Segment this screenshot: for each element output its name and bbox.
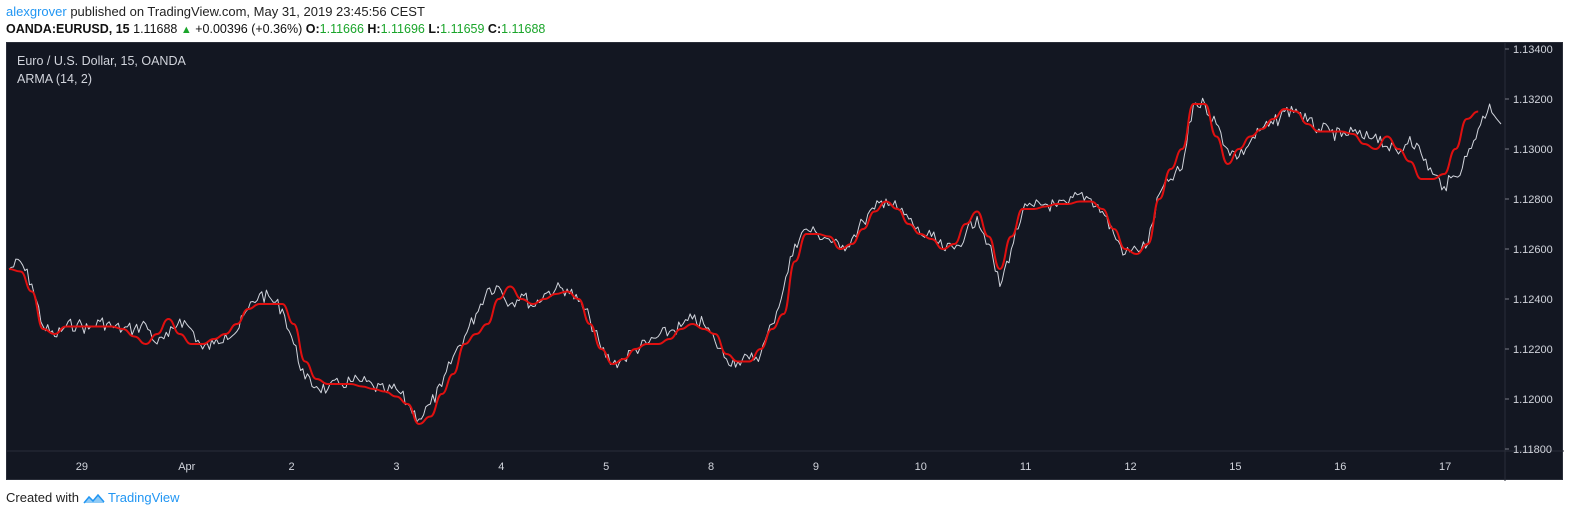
price-tick-label: 1.13000 — [1513, 144, 1553, 156]
time-tick-label: 4 — [498, 461, 504, 473]
time-tick-label: 3 — [393, 461, 399, 473]
time-tick-label: Apr — [178, 461, 195, 473]
price-tick-label: 1.12600 — [1513, 244, 1553, 256]
last-price: 1.11688 — [133, 22, 178, 36]
time-tick-label: 29 — [76, 461, 88, 473]
price-tick-label: 1.11800 — [1513, 444, 1552, 456]
time-tick-label: 12 — [1124, 461, 1136, 473]
instrument-legend: Euro / U.S. Dollar, 15, OANDA — [17, 54, 186, 68]
price-tick-label: 1.12400 — [1513, 294, 1553, 306]
low-value: 1.11659 — [440, 22, 485, 36]
open-label: O: — [305, 22, 320, 36]
price-chart[interactable]: 1.13400 1.13200 1.13000 1.12800 1.12600 1.124… — [7, 43, 1564, 481]
price-series-line — [8, 97, 1502, 423]
low-label: L: — [428, 22, 441, 36]
price-change: +0.00396 (+0.36%) — [195, 22, 303, 36]
close-value: 1.11688 — [501, 22, 546, 36]
time-tick-label: 9 — [813, 461, 819, 473]
created-with-label: Created with — [6, 490, 79, 505]
indicator-legend: ARMA (14, 2) — [17, 72, 93, 86]
open-value: 1.11666 — [319, 22, 364, 36]
time-tick-label: 15 — [1229, 461, 1241, 473]
high-value: 1.11696 — [380, 22, 425, 36]
tradingview-logo-icon — [83, 493, 105, 503]
high-label: H: — [367, 22, 381, 36]
price-tick-label: 1.12000 — [1513, 394, 1553, 406]
price-tick-label: 1.13400 — [1513, 44, 1553, 56]
time-tick-label: 16 — [1334, 461, 1346, 473]
triangle-up-icon: ▲ — [180, 24, 192, 36]
publication-header: alexgrover published on TradingView.com,… — [6, 4, 425, 19]
tradingview-brand[interactable]: TradingView — [83, 490, 180, 505]
time-tick-label: 17 — [1439, 461, 1451, 473]
quote-line: OANDA:EURUSD, 15 1.11688 ▲ +0.00396 (+0.… — [6, 22, 545, 36]
time-tick-label: 2 — [289, 461, 295, 473]
arma-series-line — [8, 103, 1479, 425]
close-label: C: — [487, 22, 502, 36]
symbol-label: OANDA:EURUSD, 15 — [6, 22, 130, 36]
published-info: published on TradingView.com, May 31, 20… — [70, 4, 425, 19]
time-tick-label: 8 — [708, 461, 714, 473]
price-tick-label: 1.12800 — [1513, 194, 1553, 206]
price-tick-label: 1.12200 — [1513, 344, 1553, 356]
time-tick-label: 5 — [603, 461, 609, 473]
time-tick-label: 11 — [1020, 461, 1031, 473]
price-tick-label: 1.13200 — [1513, 94, 1553, 106]
chart-panel[interactable]: 1.13400 1.13200 1.13000 1.12800 1.12600 1.124… — [6, 42, 1564, 481]
tradingview-label: TradingView — [107, 490, 180, 505]
time-tick-label: 10 — [915, 461, 927, 473]
footer: Created with TradingView — [6, 490, 180, 505]
author-link[interactable]: alexgrover — [6, 4, 67, 19]
